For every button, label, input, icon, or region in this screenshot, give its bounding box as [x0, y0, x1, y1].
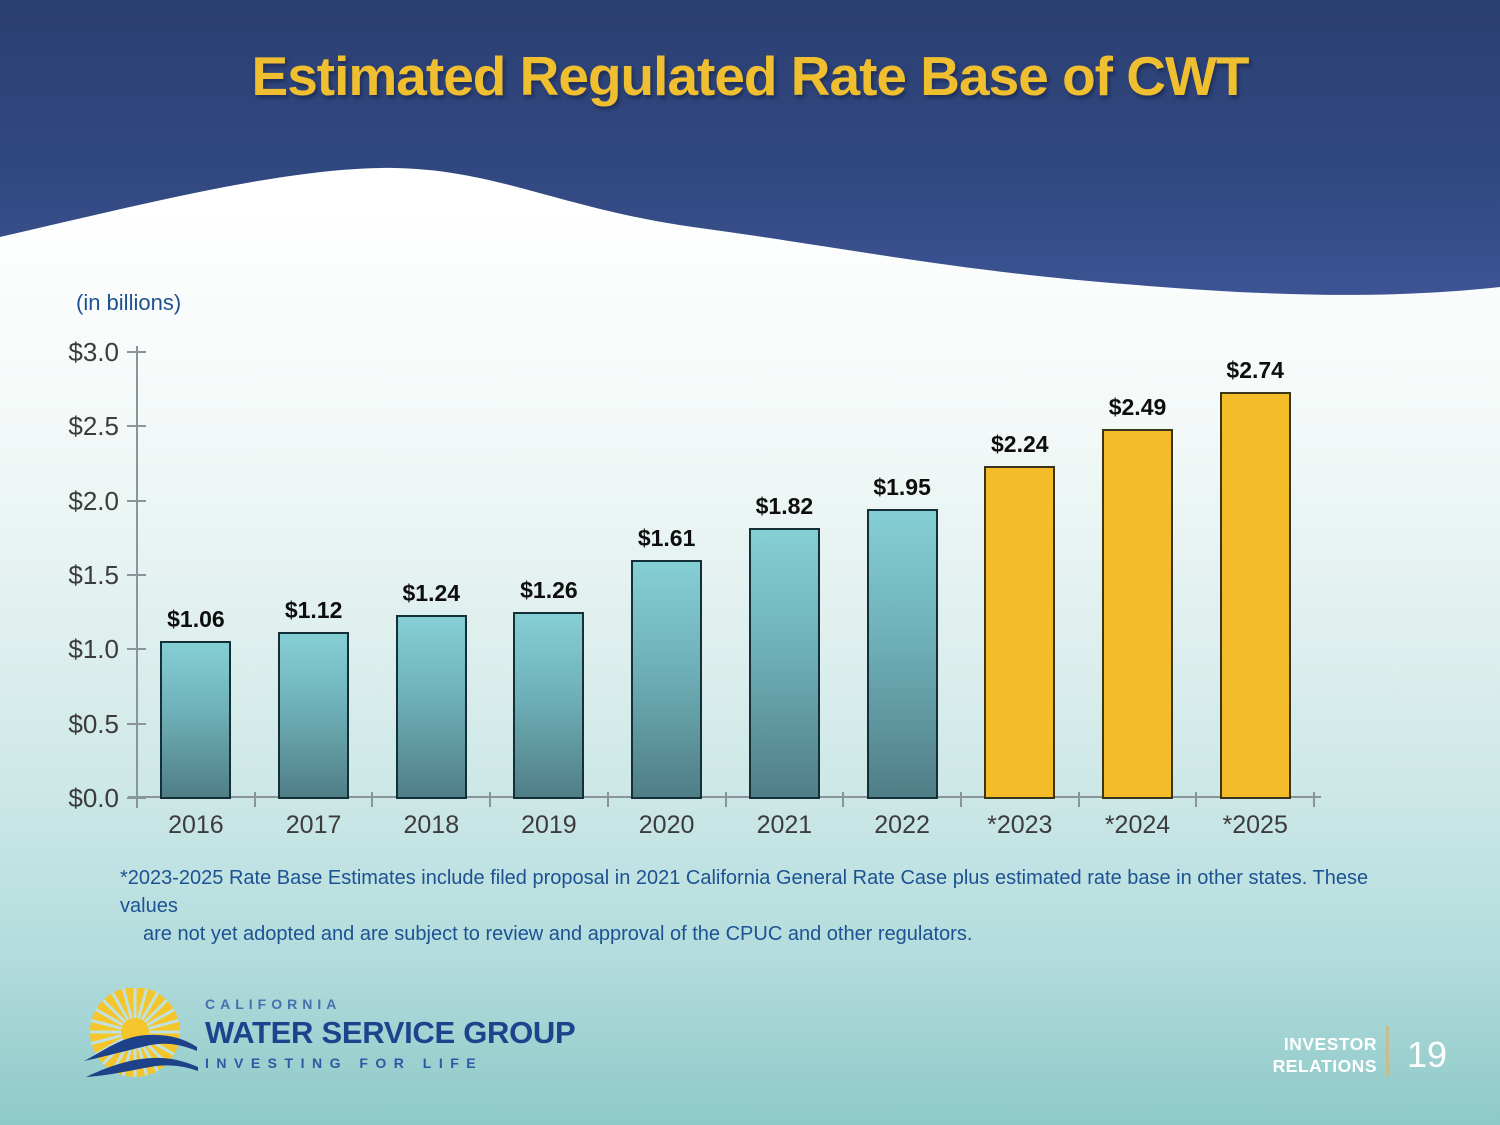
- x-axis-tick: [1313, 792, 1315, 807]
- footer-label-line: INVESTOR: [1283, 1034, 1377, 1054]
- page-title: Estimated Regulated Rate Base of CWT: [251, 45, 1250, 107]
- x-axis-tick: [489, 792, 492, 807]
- y-axis-tick: [127, 425, 146, 428]
- y-axis-label: $0.0: [68, 783, 119, 813]
- x-axis-category-label: 2022: [874, 811, 930, 839]
- y-axis-label: $3.0: [68, 337, 119, 367]
- y-axis-tick: [127, 797, 146, 799]
- x-axis-category-label: 2021: [756, 811, 813, 839]
- y-axis-tick: [127, 574, 146, 576]
- bar-value-label: $1.82: [755, 493, 814, 519]
- sun-over-waves-icon: [84, 988, 198, 1077]
- x-axis-tick: [1195, 792, 1198, 807]
- footnote: *2023-2025 Rate Base Estimates include f…: [120, 864, 1410, 948]
- x-axis-category-label: 2018: [403, 811, 460, 839]
- x-axis-category-label: 2020: [638, 811, 695, 839]
- bar-2016: [160, 641, 232, 799]
- x-axis-category-label: 2019: [521, 811, 577, 839]
- y-axis-line: [136, 346, 138, 808]
- x-axis-tick: [842, 792, 845, 807]
- y-axis-tick: [127, 722, 146, 725]
- bar-2021: [748, 528, 820, 799]
- bar-value-label: $2.24: [991, 431, 1049, 457]
- footnote-line: are not yet adopted and are subject to r…: [143, 923, 973, 945]
- bar-2019: [513, 612, 585, 799]
- x-axis-category-label: *2024: [1104, 811, 1171, 839]
- investor-relations-label: INVESTOR RELATIONS: [1200, 1033, 1377, 1077]
- x-axis-category-label: 2016: [168, 811, 224, 839]
- bar-value-label: $2.74: [1226, 357, 1284, 383]
- header-wave-background: [0, 0, 1500, 295]
- x-axis-category-label: *2025: [1222, 811, 1288, 839]
- bar-2018: [395, 615, 467, 799]
- chart-units-label: (in billions): [76, 290, 182, 315]
- bar-value-label: $1.26: [520, 577, 578, 603]
- bar-2023: [984, 466, 1056, 799]
- y-axis-label: $1.0: [68, 634, 119, 665]
- x-axis-tick: [1077, 792, 1080, 807]
- y-axis-label: $2.0: [68, 485, 119, 516]
- y-axis-tick: [127, 648, 146, 651]
- x-axis-tick: [253, 792, 256, 807]
- y-axis-tick: [127, 499, 146, 502]
- bar-2024: [1102, 429, 1173, 799]
- x-axis-tick: [959, 792, 962, 807]
- bar-2025: [1219, 392, 1291, 799]
- bar-value-label: $1.61: [637, 525, 696, 551]
- rate-base-chart: $3.0 $2.5 $2.0 $1.5 $1.0 $0.5 $0.0 $1.06 2016 $1.…: [68, 337, 1321, 839]
- y-axis-tick: [127, 351, 146, 353]
- y-axis-label: $0.5: [68, 708, 119, 739]
- bar-2017: [278, 632, 350, 799]
- y-axis-label: $2.5: [68, 411, 119, 442]
- y-axis-label: $1.5: [68, 560, 119, 590]
- bar-value-label: $1.24: [402, 580, 461, 606]
- logo-location: CALIFORNIA: [205, 996, 342, 1012]
- x-axis-tick: [606, 792, 609, 807]
- footer-divider: [1386, 1026, 1389, 1076]
- logo-tagline: INVESTING FOR LIFE: [205, 1055, 484, 1071]
- x-axis-category-label: 2017: [285, 811, 342, 839]
- footnote-line: *2023-2025 Rate Base Estimates include f…: [120, 867, 1369, 917]
- x-axis-tick: [371, 792, 374, 807]
- logo-company-name: WATER SERVICE GROUP: [205, 1015, 576, 1050]
- bar-2020: [631, 560, 703, 799]
- x-axis-category-label: *2023: [987, 811, 1053, 839]
- bar-value-label: $1.95: [873, 474, 931, 500]
- bar-2022: [866, 509, 938, 799]
- x-axis-tick: [724, 792, 727, 807]
- bar-value-label: $2.49: [1108, 394, 1167, 420]
- bar-value-label: $1.12: [284, 597, 343, 623]
- footer-label-line: RELATIONS: [1272, 1056, 1377, 1076]
- logo-text: CALIFORNIA WATER SERVICE GROUP INVESTING…: [205, 996, 625, 1071]
- page-number: 19: [1406, 1034, 1448, 1075]
- bar-value-label: $1.06: [167, 606, 225, 632]
